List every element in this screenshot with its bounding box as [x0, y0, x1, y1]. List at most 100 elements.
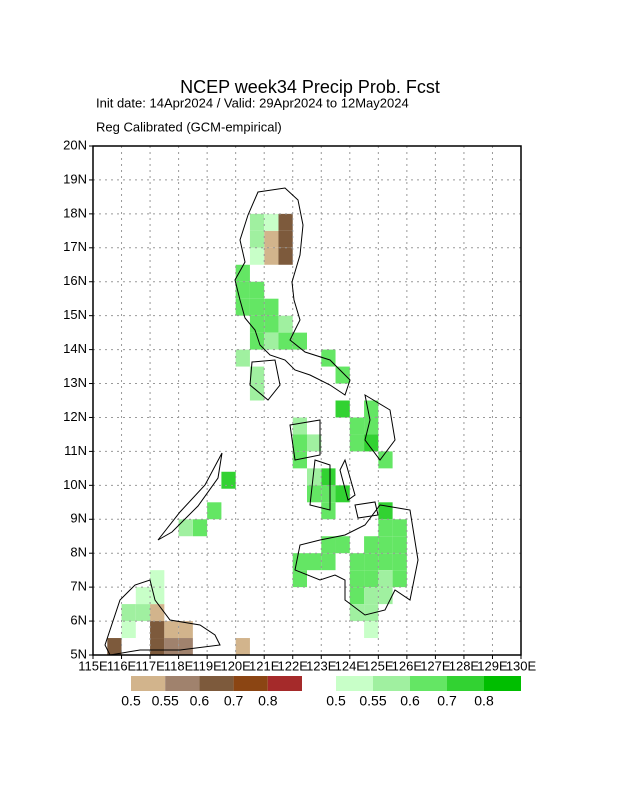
prob-cell — [249, 366, 265, 384]
negros — [309, 459, 331, 511]
x-tick-label: 116E — [107, 658, 137, 673]
legend-label: 0.8 — [258, 693, 278, 709]
legend-label: 0.55 — [359, 693, 386, 709]
y-tick-label: 6N — [70, 613, 87, 628]
mindanao — [294, 504, 419, 616]
x-tick-label: 115E — [78, 658, 108, 673]
mindoro — [249, 359, 281, 401]
prob-cell — [235, 638, 250, 655]
prob-cell — [292, 570, 307, 588]
subtitle: Init date: 14Apr2024 / Valid: 29Apr2024 … — [96, 95, 409, 110]
legend-swatch — [373, 676, 410, 691]
x-tick-label: 128E — [449, 658, 480, 673]
prob-cell — [192, 519, 208, 537]
prob-cell — [278, 213, 293, 231]
x-tick-label: 121E — [249, 658, 280, 673]
legend-swatch — [410, 676, 447, 691]
x-tick-label: 120E — [220, 658, 251, 673]
x-tick-label: 117E — [135, 658, 165, 673]
prob-cell — [364, 553, 379, 571]
y-tick-label: 19N — [63, 171, 87, 186]
prob-cell — [364, 587, 379, 605]
prob-cell — [292, 434, 307, 452]
x-tick-label: 130E — [506, 658, 537, 673]
legend-label: 0.5 — [326, 693, 346, 709]
prob-cell — [364, 434, 379, 452]
prob-cell — [307, 468, 322, 486]
legend-swatch — [165, 676, 200, 691]
cells — [107, 213, 407, 655]
legend-label: 0.55 — [152, 693, 179, 709]
prob-cell — [349, 587, 365, 605]
prob-cell — [178, 621, 193, 639]
y-tick-label: 20N — [63, 137, 87, 152]
prob-cell — [121, 621, 136, 639]
y-tick-label: 15N — [63, 307, 87, 322]
prob-cell — [249, 315, 265, 333]
prob-cell — [278, 247, 293, 265]
prob-cell — [292, 553, 307, 571]
legend-label: 0.7 — [437, 693, 457, 709]
prob-cell — [264, 213, 279, 231]
prob-cell — [364, 417, 379, 435]
prob-cell — [178, 638, 193, 655]
prob-cell — [135, 604, 151, 622]
prob-cell — [121, 604, 136, 622]
prob-cell — [235, 349, 250, 367]
legend-swatch — [484, 676, 521, 691]
prob-cell — [235, 298, 250, 316]
prob-cell — [292, 417, 307, 435]
title: NCEP week34 Precip Prob. Fcst — [180, 77, 440, 97]
prob-cell — [207, 502, 222, 520]
prob-cell — [321, 468, 336, 486]
x-tick-label: 129E — [477, 658, 508, 673]
prob-cell — [249, 213, 265, 231]
prob-cell — [278, 230, 293, 248]
prob-cell — [378, 570, 393, 588]
method: Reg Calibrated (GCM-empirical) — [96, 119, 282, 134]
prob-cell — [364, 536, 379, 554]
legend-swatch — [233, 676, 268, 691]
prob-cell — [249, 298, 265, 316]
map-frame — [92, 145, 522, 656]
prob-cell — [135, 587, 151, 605]
prob-cell — [392, 519, 407, 537]
y-tick-label: 18N — [63, 205, 87, 220]
x-tick-label: 126E — [392, 658, 423, 673]
prob-cell — [150, 570, 165, 588]
legend-swatch — [267, 676, 302, 691]
y-tick-label: 11N — [64, 443, 87, 458]
y-tick-label: 16N — [63, 273, 87, 288]
legend-swatch — [447, 676, 484, 691]
prob-cell — [249, 247, 265, 265]
x-tick-label: 124E — [335, 658, 366, 673]
prob-cell — [335, 536, 350, 554]
prob-cell — [321, 553, 336, 571]
prob-cell — [235, 264, 250, 282]
prob-cell — [349, 604, 365, 622]
prob-cell — [335, 485, 350, 503]
y-tick-label: 13N — [63, 375, 87, 390]
prob-cell — [392, 536, 407, 554]
prob-cell — [364, 621, 379, 639]
prob-cell — [107, 638, 122, 655]
prob-cell — [249, 230, 265, 248]
prob-cell — [249, 281, 265, 299]
prob-cell — [292, 332, 307, 350]
prob-cell — [378, 519, 393, 537]
y-tick-label: 14N — [63, 341, 87, 356]
prob-cell — [335, 400, 350, 418]
samar-leyte — [364, 393, 396, 461]
prob-cell — [307, 485, 322, 503]
x-tick-label: 119E — [192, 658, 222, 673]
luzon — [234, 187, 351, 396]
prob-cell — [235, 281, 250, 299]
prob-cell — [164, 638, 179, 655]
prob-cell — [349, 570, 365, 588]
palawan — [157, 452, 223, 541]
bohol — [354, 501, 379, 519]
y-tick-label: 8N — [70, 545, 87, 560]
x-tick-label: 118E — [164, 658, 194, 673]
y-tick-label: 7N — [70, 579, 87, 594]
